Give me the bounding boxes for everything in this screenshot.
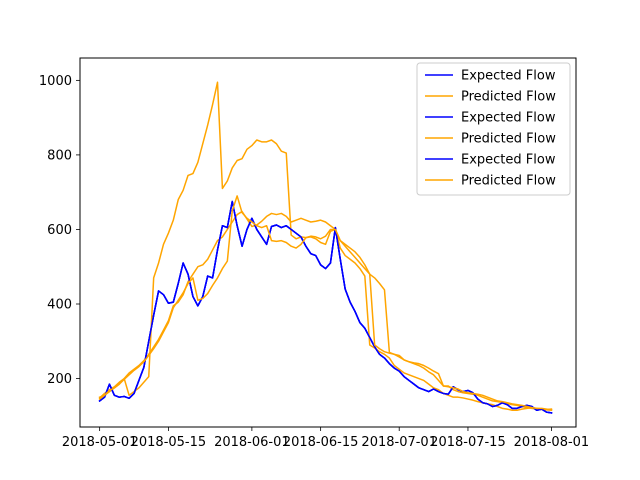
series-line-4 — [98, 81, 553, 411]
legend-label: Predicted Flow — [461, 174, 556, 189]
y-tick-label: 800 — [47, 148, 72, 163]
x-tick-label: 2018-05-15 — [131, 435, 207, 450]
x-tick-label: 2018-06-15 — [283, 435, 359, 450]
legend-label: Predicted Flow — [461, 132, 556, 147]
x-tick-label: 2018-08-01 — [514, 435, 590, 450]
legend-label: Expected Flow — [461, 153, 556, 168]
x-tick-label: 2018-06-01 — [214, 435, 290, 450]
y-tick-label: 600 — [47, 223, 72, 238]
y-tick-label: 200 — [47, 372, 72, 387]
axes-frame — [79, 57, 577, 428]
legend: Expected Flow Predicted Flow Expected Flow… — [416, 62, 571, 196]
legend-frame — [416, 62, 571, 196]
y-tick-label: 400 — [47, 298, 72, 313]
legend-label: Predicted Flow — [461, 90, 556, 105]
x-tick-label: 2018-07-15 — [430, 435, 506, 450]
legend-label: Expected Flow — [461, 111, 556, 126]
x-tick-label: 2018-07-01 — [361, 435, 437, 450]
y-axis-ticks: 200 400 600 800 1000 — [39, 74, 80, 387]
series-layer — [98, 81, 553, 414]
series-line-5 — [98, 200, 553, 414]
legend-label: Expected Flow — [461, 69, 556, 84]
series-line-6 — [98, 195, 553, 411]
x-tick-label: 2018-05-01 — [62, 435, 138, 450]
axes-layer — [79, 57, 577, 428]
y-tick-label: 1000 — [39, 74, 72, 89]
